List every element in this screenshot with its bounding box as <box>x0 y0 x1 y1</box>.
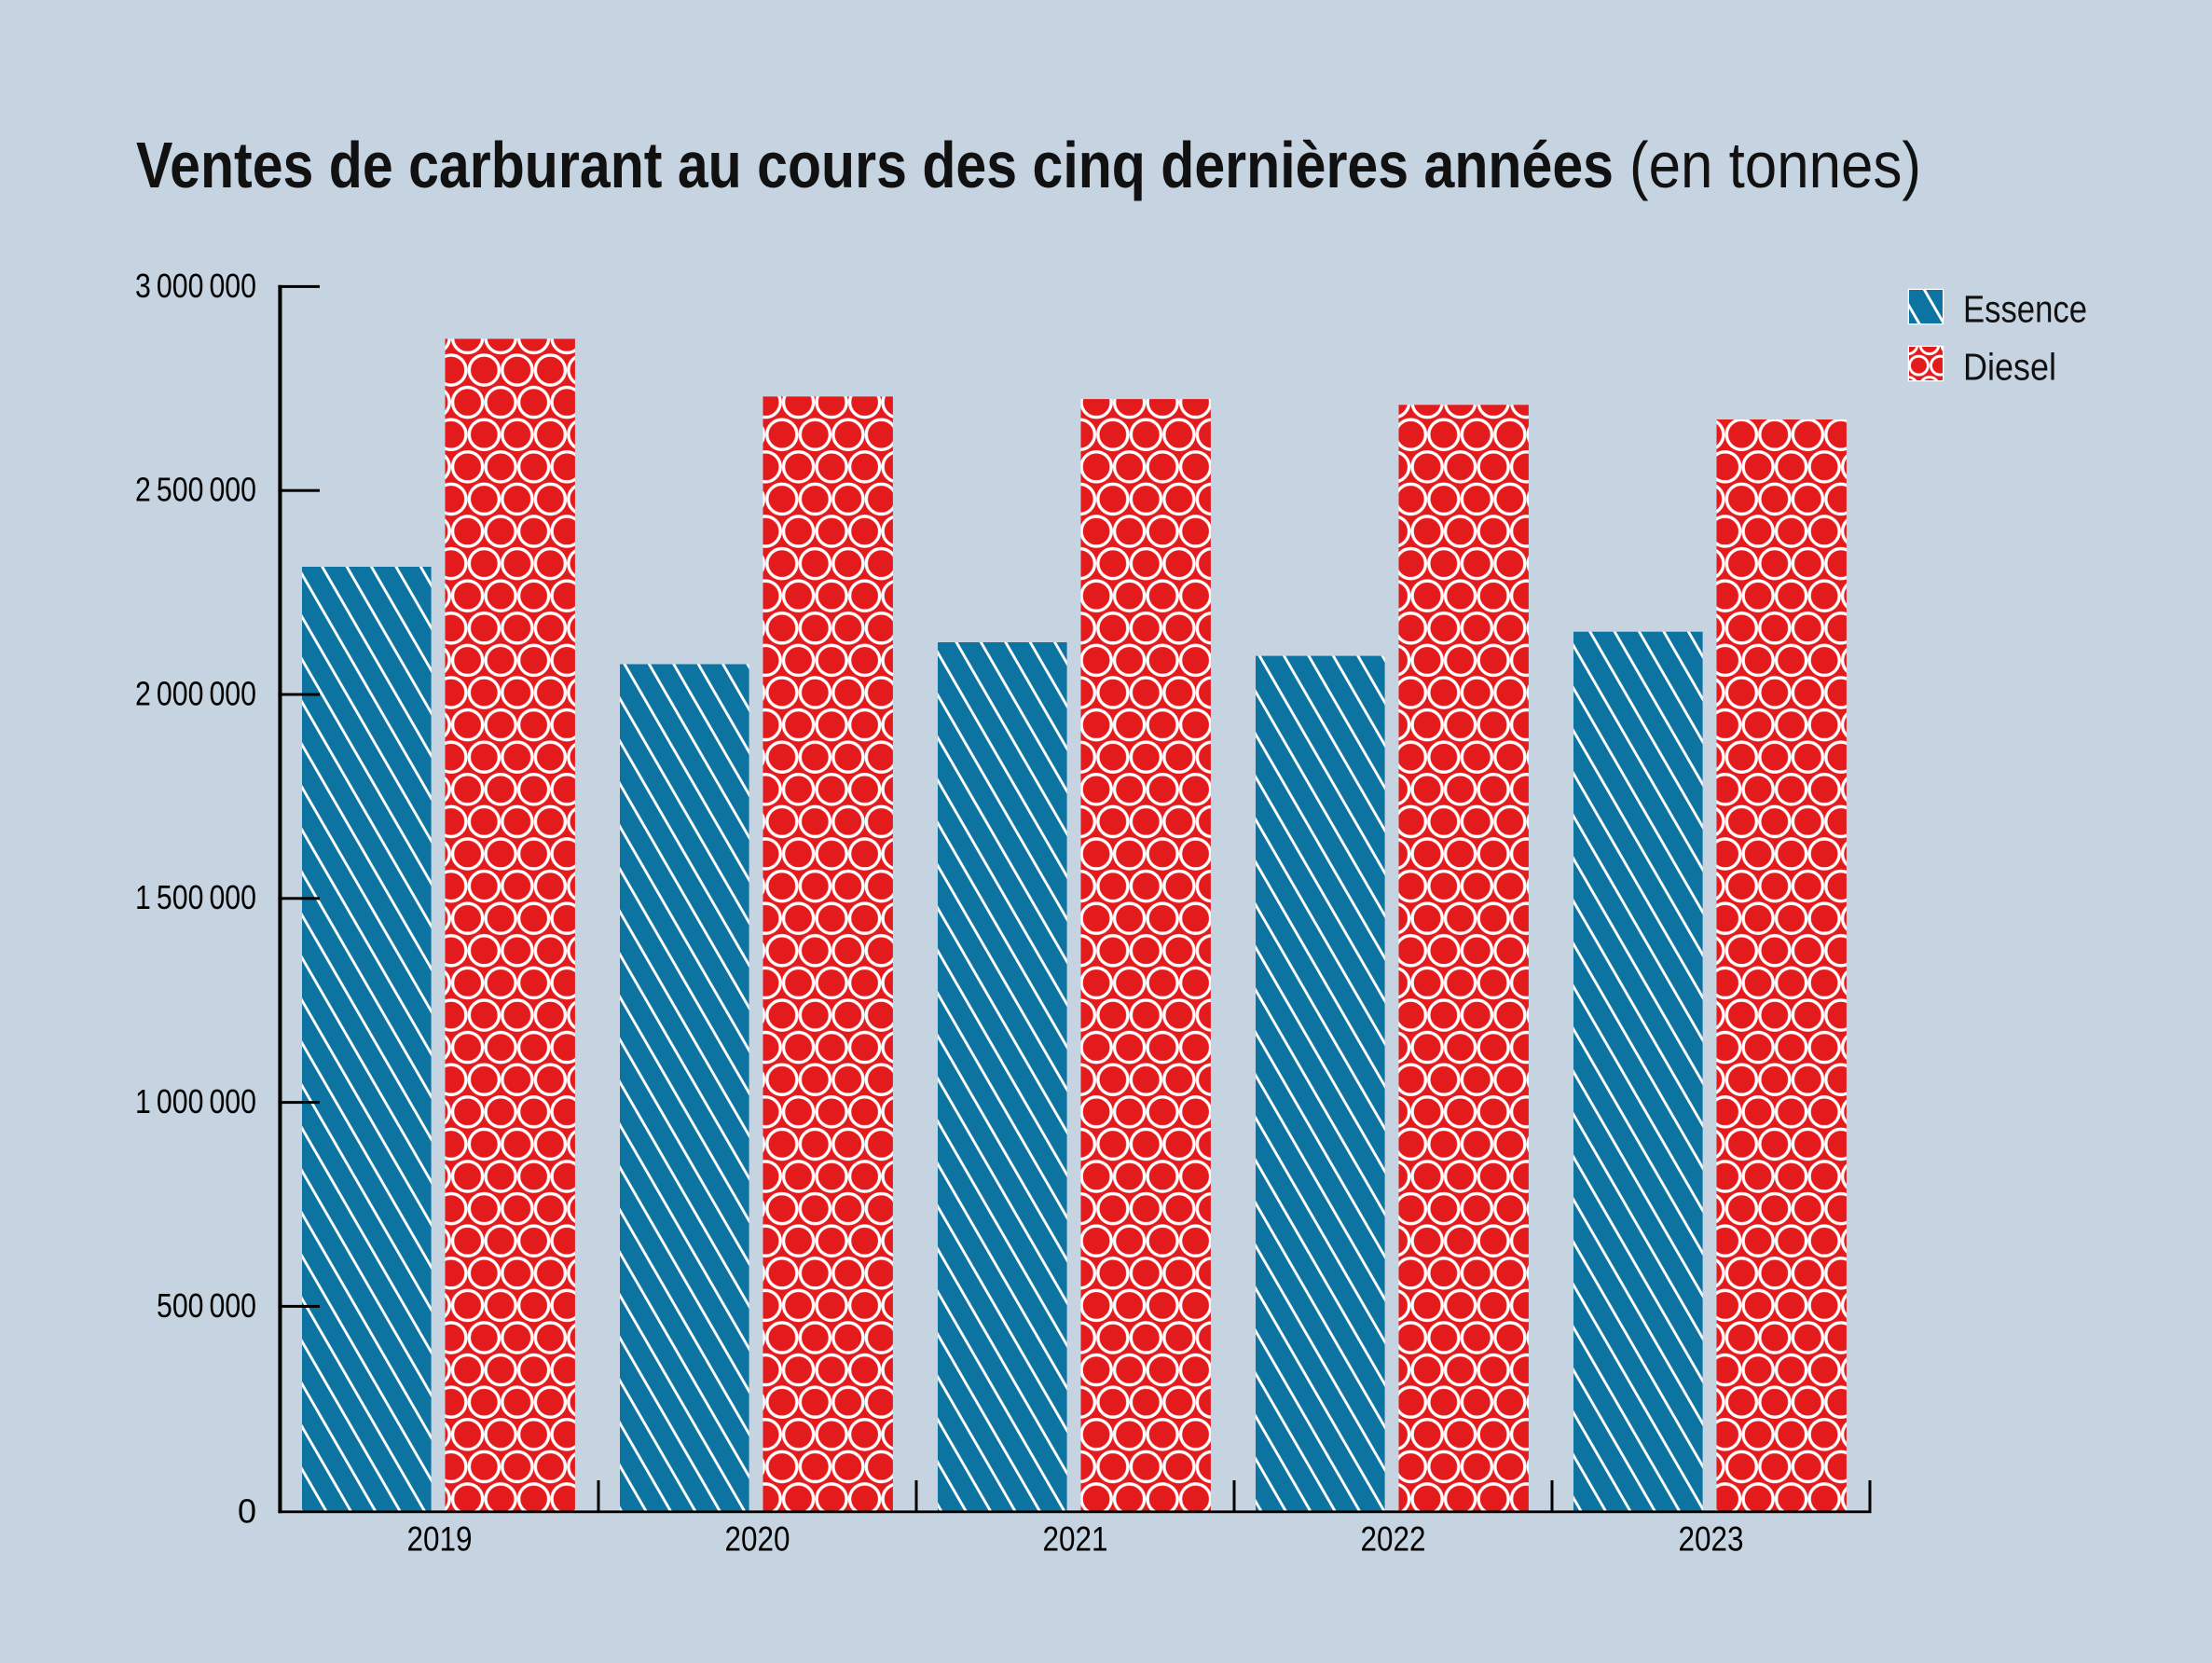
svg-text:2 500 000: 2 500 000 <box>135 471 256 509</box>
svg-text:1 000 000: 1 000 000 <box>135 1082 256 1120</box>
svg-text:Essence: Essence <box>1963 288 2087 331</box>
svg-text:1 500 000: 1 500 000 <box>135 878 256 916</box>
svg-text:2020: 2020 <box>725 1520 790 1559</box>
svg-text:2022: 2022 <box>1361 1520 1426 1559</box>
svg-text:3 000 000: 3 000 000 <box>135 267 256 305</box>
svg-text:Ventes de carburant au cours d: Ventes de carburant au cours des cinq de… <box>136 129 1614 201</box>
svg-text:2021: 2021 <box>1043 1520 1108 1559</box>
svg-text:2023: 2023 <box>1679 1520 1744 1559</box>
svg-text:2 000 000: 2 000 000 <box>135 674 256 712</box>
svg-text:0: 0 <box>238 1491 256 1530</box>
svg-text:2019: 2019 <box>407 1520 473 1559</box>
svg-text:(en tonnes): (en tonnes) <box>1629 129 1921 201</box>
svg-text:Diesel: Diesel <box>1963 346 2056 389</box>
svg-text:500 000: 500 000 <box>157 1286 256 1325</box>
